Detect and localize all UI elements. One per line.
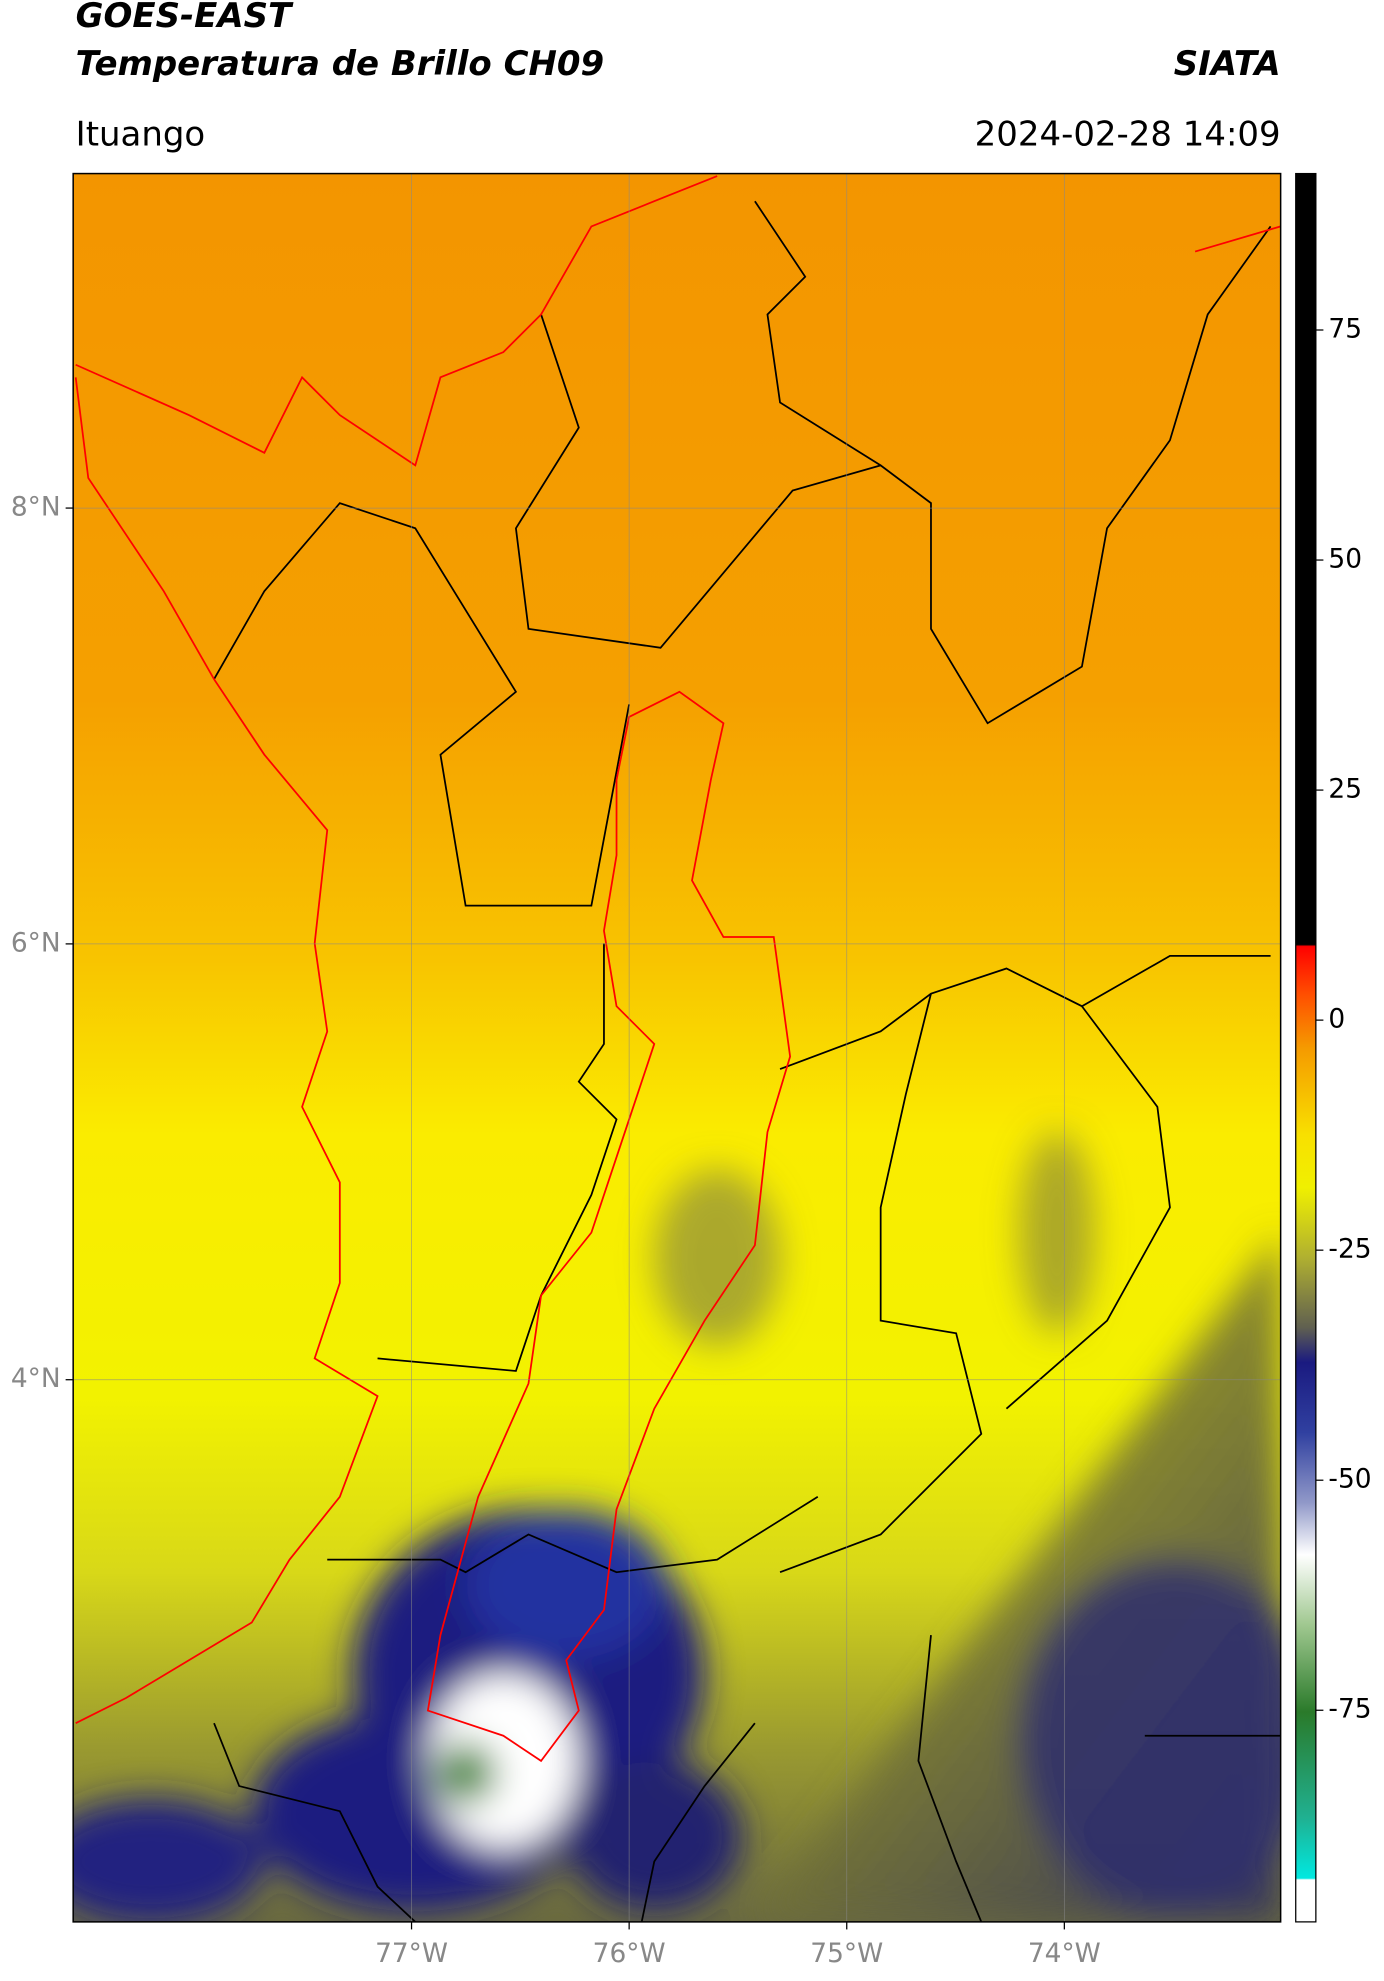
x-tick-label: 75°W bbox=[810, 1938, 883, 1969]
colorbar-label: -25 bbox=[1328, 1234, 1371, 1265]
datetime: 2024-02-28 14:09 bbox=[975, 114, 1281, 154]
colorbar-label: 0 bbox=[1328, 1004, 1345, 1035]
y-tick-label: 6°N bbox=[11, 927, 61, 958]
borders bbox=[213, 200, 1281, 1922]
colorbar-label: -50 bbox=[1328, 1464, 1371, 1495]
colorbar-label: -75 bbox=[1328, 1694, 1371, 1725]
colorbar-label: 75 bbox=[1328, 314, 1362, 345]
map-frame bbox=[72, 172, 1282, 1923]
subtitle: Temperatura de Brillo CH09 bbox=[76, 44, 604, 84]
x-tick-label: 76°W bbox=[593, 1938, 666, 1969]
title: GOES-EAST bbox=[76, 0, 294, 36]
y-tick-label: 4°N bbox=[11, 1363, 61, 1394]
clouds bbox=[73, 1132, 1281, 1922]
organization: SIATA bbox=[1174, 44, 1281, 84]
basin-outline bbox=[74, 175, 1281, 1763]
x-tick-label: 77°W bbox=[375, 1938, 448, 1969]
x-tick-label: 74°W bbox=[1028, 1938, 1101, 1969]
colorbar bbox=[1295, 172, 1317, 1923]
location: Ituango bbox=[76, 114, 206, 154]
colorbar-label: 50 bbox=[1328, 544, 1362, 575]
map bbox=[73, 173, 1281, 1922]
y-tick-label: 8°N bbox=[11, 492, 61, 523]
colorbar-label: 25 bbox=[1328, 774, 1362, 805]
